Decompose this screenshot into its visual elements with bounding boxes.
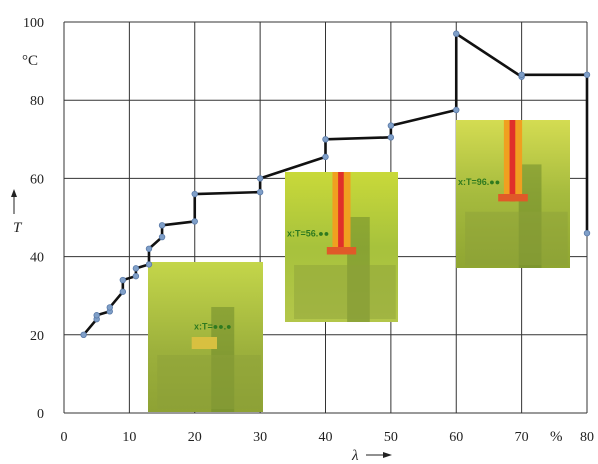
data-point-18 <box>322 136 329 143</box>
thermal-base <box>465 211 568 266</box>
thermal-readout: x:T=56.●● <box>287 229 329 239</box>
x-tick-label-6: 60 <box>449 430 463 445</box>
hot-zone <box>191 337 217 349</box>
thermal-readout: x:T=96.●● <box>458 177 500 187</box>
data-point-26 <box>583 229 591 237</box>
data-point-8 <box>132 265 140 272</box>
y-tick-label-1: 20 <box>30 329 44 344</box>
data-point-16 <box>256 175 264 182</box>
x-axis-unit: % <box>550 429 563 445</box>
data-point-12 <box>158 222 166 229</box>
hot-tip <box>326 247 357 255</box>
y-axis-label: T <box>13 220 23 236</box>
thermal-structure <box>211 307 235 412</box>
data-point-4 <box>106 304 113 311</box>
data-point-17 <box>322 153 329 161</box>
data-point-22 <box>453 30 460 37</box>
y-arrow-head <box>11 189 17 197</box>
thermal-image-1: x:T=●●.● <box>148 262 263 412</box>
thermal-images: x:T=56.●● x:T=●●.● x:T=96.●● <box>148 120 570 412</box>
y-tick-label-3: 60 <box>30 172 44 187</box>
data-point-7 <box>132 272 140 280</box>
data-point-14 <box>191 190 198 198</box>
data-point-9 <box>145 261 153 268</box>
data-point-25 <box>583 71 591 78</box>
thermal-image-0: x:T=56.●● <box>285 172 398 322</box>
axis-labels: T °C λ % <box>11 53 563 464</box>
hot-tip <box>498 194 528 202</box>
y-axis-unit: °C <box>22 53 38 69</box>
thermal-readout: x:T=●●.● <box>194 322 232 332</box>
data-point-0 <box>80 331 87 338</box>
data-point-21 <box>453 106 460 114</box>
data-point-6 <box>119 276 127 284</box>
x-tick-label-8: 80 <box>580 430 594 445</box>
data-point-24 <box>518 71 525 78</box>
hot-core <box>338 172 344 255</box>
data-point-20 <box>387 122 395 129</box>
data-point-2 <box>93 312 100 319</box>
data-point-11 <box>158 233 166 241</box>
thermal-structure <box>347 217 370 322</box>
x-tick-label-2: 20 <box>188 430 202 445</box>
x-tick-label-7: 70 <box>515 430 529 445</box>
y-tick-label-2: 40 <box>30 251 44 266</box>
data-point-13 <box>191 218 198 225</box>
tick-labels: 0 10 20 30 40 50 60 70 80 0 20 40 60 80 100 <box>23 16 594 445</box>
data-point-5 <box>119 288 127 295</box>
x-tick-label-1: 10 <box>122 430 136 445</box>
y-tick-label-5: 100 <box>23 16 44 31</box>
x-arrow-head <box>383 452 392 458</box>
data-series <box>80 30 591 338</box>
data-point-10 <box>145 245 153 252</box>
x-axis-label: λ <box>351 448 359 464</box>
thermal-structure <box>518 164 542 268</box>
thermal-image-2: x:T=96.●● <box>456 120 570 268</box>
x-tick-label-4: 40 <box>319 430 333 445</box>
thermal-base <box>157 355 261 409</box>
x-tick-label-0: 0 <box>61 430 68 445</box>
hot-core <box>509 120 516 202</box>
data-point-15 <box>256 188 264 196</box>
data-point-19 <box>387 134 395 141</box>
y-tick-label-0: 0 <box>37 407 44 422</box>
y-tick-label-4: 80 <box>30 94 44 109</box>
thermal-base <box>294 265 396 319</box>
x-tick-label-5: 50 <box>384 430 398 445</box>
x-tick-label-3: 30 <box>253 430 267 445</box>
